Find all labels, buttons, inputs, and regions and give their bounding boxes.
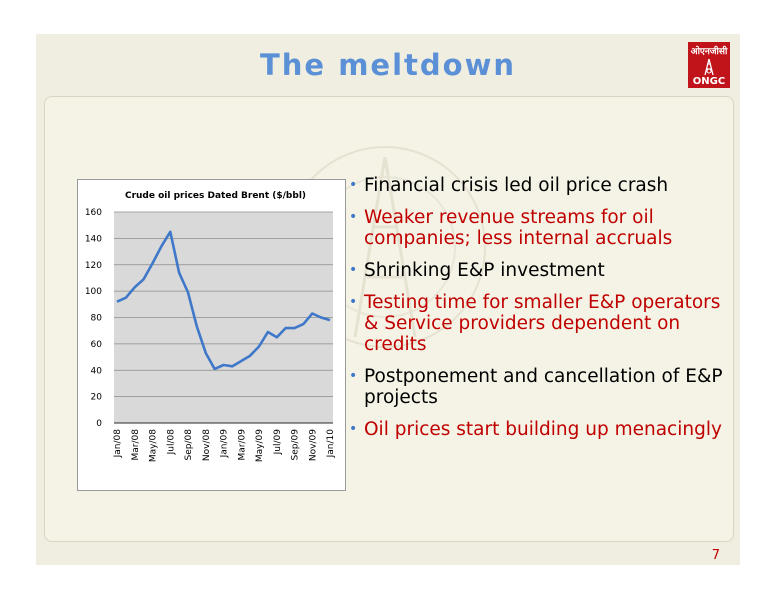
- x-tick-label: Jan/10: [326, 429, 336, 459]
- x-tick-label: Nov/09: [308, 429, 318, 461]
- page-number: 7: [711, 548, 720, 563]
- y-tick-label: 120: [85, 261, 102, 271]
- ongc-logo: ओएनजीसी ONGC: [688, 42, 730, 88]
- y-tick-label: 0: [96, 419, 102, 429]
- y-tick-label: 160: [85, 208, 102, 218]
- bullet-text: Financial crisis led oil price crash: [364, 175, 669, 196]
- bullet-dot-icon: •: [349, 421, 358, 437]
- y-tick-label: 80: [91, 314, 103, 324]
- bullet-dot-icon: •: [349, 177, 358, 193]
- y-tick-label: 140: [85, 234, 102, 244]
- bullet-item: • Shrinking E&P investment: [347, 260, 727, 281]
- bullet-list: • Financial crisis led oil price crash • W…: [347, 175, 727, 451]
- bullet-text: Testing time for smaller E&P operators &…: [364, 292, 721, 355]
- bullet-item: • Testing time for smaller E&P operators …: [347, 292, 727, 355]
- bullet-dot-icon: •: [349, 368, 358, 384]
- bullet-item: • Weaker revenue streams for oil companie…: [347, 207, 727, 249]
- x-tick-label: Mar/08: [131, 429, 141, 461]
- bullet-text: Postponement and cancellation of E&P pro…: [364, 366, 723, 408]
- y-tick-label: 100: [85, 287, 102, 297]
- bullet-text: Oil prices start building up menacingly: [364, 419, 722, 440]
- x-tick-label: Jan/09: [220, 429, 230, 459]
- chart-container: Crude oil prices Dated Brent ($/bbl) 0 20 4…: [77, 179, 346, 491]
- bullet-text: Shrinking E&P investment: [364, 260, 605, 281]
- bullet-dot-icon: •: [349, 262, 358, 278]
- x-tick-label: Jul/09: [273, 429, 283, 456]
- series-line: [116, 230, 331, 371]
- bullet-item: • Postponement and cancellation of E&P pr…: [347, 366, 727, 408]
- x-tick-label: May/08: [149, 429, 159, 462]
- bullet-item: • Oil prices start building up menacingly: [347, 419, 727, 440]
- content-panel: Crude oil prices Dated Brent ($/bbl) 0 20 4…: [44, 96, 734, 542]
- y-tick-label: 40: [91, 366, 103, 376]
- logo-hindi-text: ओएनजीसी: [690, 47, 728, 57]
- slide: The meltdown ओएनजीसी ONGC Crude oil pric…: [36, 34, 740, 565]
- bullet-text: Weaker revenue streams for oil companies…: [364, 207, 673, 249]
- x-tick-label: Nov/08: [202, 429, 212, 461]
- y-tick-label: 60: [91, 340, 103, 350]
- x-tick-label: May/09: [255, 429, 265, 462]
- oil-price-chart: Crude oil prices Dated Brent ($/bbl) 0 20 4…: [85, 191, 336, 462]
- y-tick-label: 20: [91, 393, 103, 403]
- x-tick-label: Sep/08: [184, 429, 194, 461]
- bullet-dot-icon: •: [349, 294, 358, 310]
- bullet-dot-icon: •: [349, 209, 358, 225]
- watermark-emblem: [284, 146, 486, 348]
- x-tick-label: Jan/08: [113, 429, 123, 459]
- bullet-item: • Financial crisis led oil price crash: [347, 175, 727, 196]
- x-tick-label: Jul/08: [166, 429, 176, 456]
- logo-text: ONGC: [692, 76, 726, 87]
- slide-title: The meltdown: [260, 48, 516, 82]
- chart-title: Crude oil prices Dated Brent ($/bbl): [125, 191, 306, 201]
- oil-rig-icon: [704, 58, 714, 76]
- x-tick-label: Sep/09: [291, 429, 301, 461]
- x-tick-label: Mar/09: [237, 429, 247, 461]
